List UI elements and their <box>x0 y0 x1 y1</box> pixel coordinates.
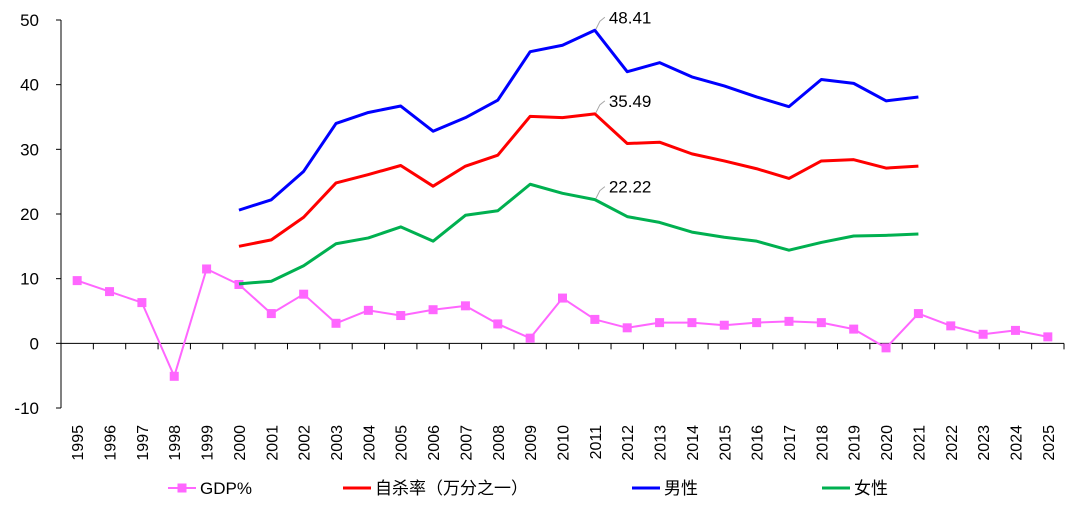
x-tick-label: 2020 <box>879 425 896 461</box>
x-tick-label: 1997 <box>135 425 152 461</box>
x-tick-label: 2011 <box>588 425 605 460</box>
series-line <box>238 182 919 286</box>
y-tick-label: 20 <box>20 205 39 224</box>
x-tick-label: 2001 <box>264 425 281 461</box>
data-point-marker <box>1010 325 1020 335</box>
x-tick-label: 2000 <box>232 425 249 461</box>
legend-item: 男性 <box>632 479 698 498</box>
series-lines <box>72 28 1053 381</box>
data-point-marker <box>169 371 179 381</box>
legend-item: 自杀率（万分之一） <box>343 479 528 498</box>
axes: -10 0 10 20 30 40 50 1995 1996 1997 1998 1999 2000 20… <box>14 11 1065 461</box>
data-point-marker <box>396 311 406 321</box>
data-label: 22.22 <box>609 178 652 197</box>
data-point-marker <box>752 318 762 328</box>
x-tick-label: 2013 <box>653 425 670 461</box>
data-point-marker <box>978 329 988 339</box>
x-tick-label: 2009 <box>523 425 540 461</box>
y-tick-label: -10 <box>14 399 39 418</box>
legend-label: 男性 <box>664 479 698 498</box>
x-tick-label: 2004 <box>361 425 378 461</box>
legend-marker <box>177 483 187 493</box>
series-line <box>238 28 919 212</box>
annotation-leader <box>595 100 606 114</box>
data-point-marker <box>881 343 891 353</box>
x-tick-label: 2016 <box>750 425 767 461</box>
x-tick-label: 2005 <box>394 425 411 461</box>
x-tick-label: 1996 <box>103 425 120 461</box>
data-point-marker <box>558 293 567 303</box>
x-tick-label: 2003 <box>329 425 346 461</box>
x-tick-label: 2014 <box>685 425 702 461</box>
series-3 <box>238 182 919 286</box>
data-point-marker <box>849 324 859 334</box>
data-point-marker <box>622 323 632 333</box>
series-line <box>76 267 1049 378</box>
y-tick-label: 40 <box>20 76 39 95</box>
x-tick-label: 2002 <box>297 425 314 461</box>
y-tick-label: 50 <box>20 11 39 30</box>
series-1 <box>238 112 919 248</box>
legend-label: GDP% <box>200 479 252 498</box>
y-tick-label: 10 <box>20 270 39 289</box>
x-tick-label: 2018 <box>814 425 831 461</box>
data-point-marker <box>299 289 309 299</box>
x-tick-label: 2015 <box>717 425 734 461</box>
x-tick-label: 1995 <box>70 425 87 461</box>
annotations: 48.41 35.49 22.22 <box>595 8 652 199</box>
x-tick-label: 2017 <box>782 425 799 461</box>
annotation-leader <box>595 16 606 30</box>
data-point-marker <box>363 305 373 315</box>
data-point-marker <box>105 287 115 297</box>
x-tick-label: 2019 <box>847 425 864 461</box>
y-tick-label: 0 <box>30 334 39 353</box>
x-tick-label: 2023 <box>976 425 993 461</box>
data-point-marker <box>655 318 665 328</box>
data-point-marker <box>1043 332 1053 342</box>
series-2 <box>238 28 919 212</box>
x-tick-label: 2021 <box>911 425 928 461</box>
data-point-marker <box>331 318 341 328</box>
x-tick-label: 2007 <box>458 425 475 461</box>
legend-item: GDP% <box>168 479 252 498</box>
x-tick-label: 2008 <box>491 425 508 461</box>
data-point-marker <box>72 276 82 286</box>
legend-label: 自杀率（万分之一） <box>375 479 528 498</box>
data-point-marker <box>946 321 956 331</box>
data-point-marker <box>137 298 147 308</box>
annotation-leader <box>595 186 606 199</box>
x-tick-label: 2024 <box>1008 425 1025 461</box>
data-point-marker <box>525 333 535 343</box>
data-point-marker <box>493 319 503 329</box>
legend-label: 女性 <box>854 479 888 498</box>
data-point-marker <box>687 318 697 328</box>
data-point-marker <box>428 305 438 315</box>
data-point-marker <box>460 301 470 311</box>
x-tick-label: 2012 <box>620 425 637 461</box>
legend: GDP% 自杀率（万分之一） 男性 女性 <box>168 479 888 498</box>
x-tick-label: 2025 <box>1041 425 1058 461</box>
data-label: 35.49 <box>609 92 652 111</box>
data-point-marker <box>784 316 794 326</box>
series-line <box>238 112 919 248</box>
data-point-marker <box>266 309 276 319</box>
legend-item: 女性 <box>822 479 888 498</box>
data-point-marker <box>202 264 212 274</box>
data-point-marker <box>913 309 923 319</box>
x-tick-label: 2022 <box>944 425 961 461</box>
x-tick-label: 1998 <box>167 425 184 461</box>
data-point-marker <box>719 320 729 330</box>
data-point-marker <box>234 279 244 289</box>
x-tick-label: 2010 <box>556 425 573 461</box>
data-point-marker <box>816 318 826 328</box>
x-tick-label: 1999 <box>200 425 217 461</box>
x-tick-label: 2006 <box>426 425 443 461</box>
data-label: 48.41 <box>609 8 652 27</box>
series-0 <box>72 264 1053 381</box>
data-point-marker <box>590 314 600 324</box>
y-tick-label: 30 <box>20 140 39 159</box>
